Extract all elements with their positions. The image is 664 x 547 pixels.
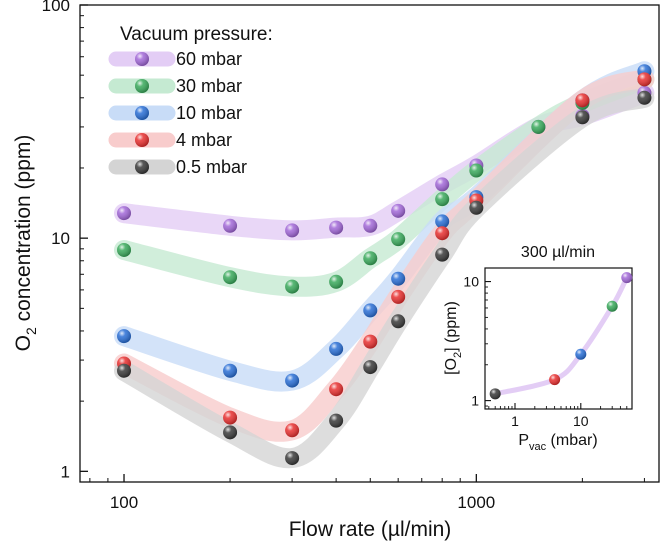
main-series-bands (114, 61, 655, 469)
data-point-s1-2 (285, 279, 300, 294)
data-point-s2-0 (117, 329, 132, 344)
x-tick-label: 1000 (457, 493, 495, 512)
data-point-s4-3 (329, 413, 344, 428)
inset-title: 300 µl/min (521, 244, 595, 261)
data-point-s3-6 (435, 226, 450, 241)
inset-point-0 (489, 388, 501, 400)
legend-marker (135, 160, 149, 174)
legend-label: 10 mbar (176, 103, 242, 123)
data-point-s0-3 (329, 220, 344, 235)
inset-y-tick-label: 1 (471, 393, 479, 409)
legend-title: Vacuum pressure: (120, 24, 273, 45)
data-point-s4-1 (223, 425, 238, 440)
data-point-s3-1 (223, 410, 238, 425)
data-point-s2-3 (329, 341, 344, 356)
inset-point-1 (549, 374, 561, 386)
data-point-s0-0 (117, 206, 132, 221)
data-point-s4-0 (117, 363, 132, 378)
legend-label: 30 mbar (176, 76, 242, 96)
series-band-4 (114, 87, 655, 469)
y-tick-label: 100 (42, 0, 70, 15)
y-tick-label: 10 (51, 229, 70, 248)
inset-x-tick-label: 1 (511, 413, 519, 429)
data-point-s0-4 (363, 218, 378, 233)
data-point-s1-7 (469, 163, 484, 178)
data-point-s2-2 (285, 373, 300, 388)
data-point-s0-1 (223, 218, 238, 233)
inset-chart: 1 10 1 10 300 µl/min Pvac (mbar) [O2] (ppm) (443, 244, 633, 453)
inset-x-tick-label: 10 (573, 413, 589, 429)
inset-point-4 (621, 272, 633, 284)
data-point-s2-6 (435, 214, 450, 229)
data-point-s2-5 (391, 271, 406, 286)
data-point-s0-2 (285, 223, 300, 238)
data-point-s4-9 (637, 90, 652, 105)
data-point-s1-6 (435, 192, 450, 207)
data-point-s2-4 (363, 303, 378, 318)
data-point-s1-1 (223, 270, 238, 285)
legend-label: 0.5 mbar (176, 157, 247, 177)
data-point-s3-2 (285, 423, 300, 438)
data-point-s0-5 (391, 203, 406, 218)
inset-point-3 (606, 300, 618, 312)
main-plot-frame (79, 4, 660, 483)
inset-y-tick-label: 10 (463, 274, 479, 290)
legend-marker (135, 106, 149, 120)
legend-label: 60 mbar (176, 49, 242, 69)
data-point-s3-9 (637, 72, 652, 87)
data-point-s4-8 (575, 110, 590, 125)
data-point-s4-6 (435, 247, 450, 262)
y-tick-label: 1 (61, 462, 70, 481)
main-series-points (117, 64, 652, 466)
legend-marker (135, 133, 149, 147)
data-point-s1-3 (329, 274, 344, 289)
data-point-s0-6 (435, 177, 450, 192)
data-point-s1-5 (391, 232, 406, 247)
data-point-s1-8 (531, 119, 546, 134)
inset-axes: 1 10 1 10 (463, 274, 628, 429)
data-point-s4-7 (469, 200, 484, 215)
main-axes: 100 1000 1 10 100 (42, 0, 645, 512)
x-tick-label: 100 (110, 493, 138, 512)
data-point-s4-4 (363, 360, 378, 375)
legend-marker (135, 52, 149, 66)
inset-points (489, 272, 633, 400)
data-point-s3-3 (329, 382, 344, 397)
inset-plot-frame (484, 267, 633, 410)
legend-label: 4 mbar (176, 130, 232, 150)
inset-y-axis-label: [O2] (ppm) (443, 301, 464, 375)
data-point-s3-8 (575, 93, 590, 108)
data-point-s4-2 (285, 451, 300, 466)
data-point-s4-5 (391, 314, 406, 329)
data-point-s3-5 (391, 289, 406, 304)
legend-marker (135, 79, 149, 93)
data-point-s3-4 (363, 334, 378, 349)
inset-x-axis-label: Pvac (mbar) (518, 432, 597, 453)
legend: Vacuum pressure: 60 mbar 30 mbar 10 mbar 4 … (108, 24, 273, 177)
data-point-s2-1 (223, 363, 238, 378)
inset-point-2 (575, 348, 587, 360)
data-point-s1-0 (117, 242, 132, 257)
y-axis-label: O2 concentration (ppm) (12, 135, 39, 352)
x-axis-label: Flow rate (µl/min) (289, 518, 452, 541)
data-point-s1-4 (363, 251, 378, 266)
